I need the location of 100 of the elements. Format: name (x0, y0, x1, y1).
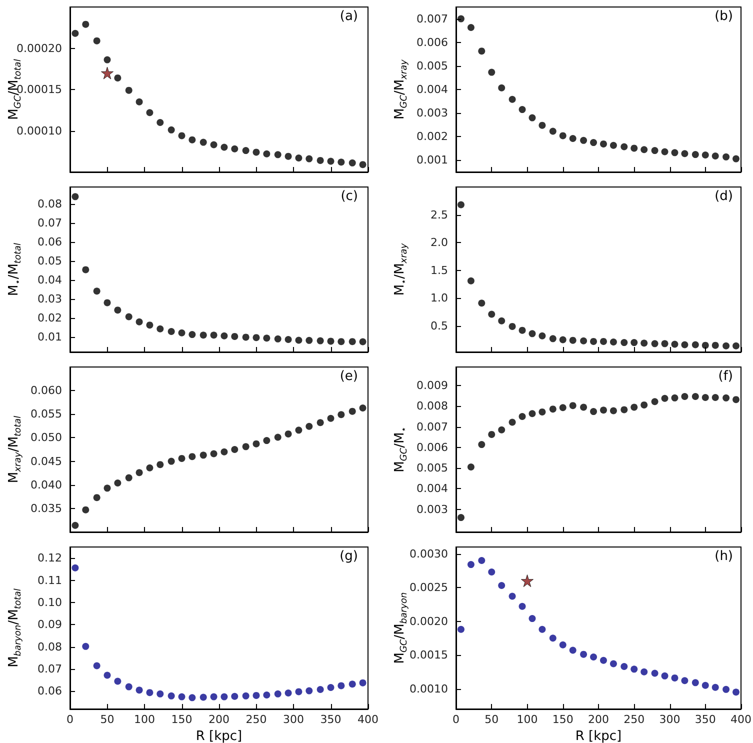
point (359, 338, 366, 346)
point (569, 646, 576, 654)
point (327, 684, 334, 691)
point (692, 151, 699, 158)
y-tick-label: 0.01 (38, 330, 62, 344)
y-tick-label: 0.002 (416, 130, 448, 144)
point (114, 306, 122, 314)
point (188, 331, 196, 338)
point (478, 441, 486, 448)
x-tick-label: 100 (516, 713, 538, 726)
point (348, 680, 356, 688)
point (467, 24, 474, 32)
point (630, 666, 638, 673)
point (316, 156, 324, 164)
point (712, 394, 719, 402)
point (327, 414, 334, 422)
point (457, 15, 464, 22)
x-tick-label: 0 (452, 713, 460, 726)
point (508, 322, 516, 330)
point (651, 670, 658, 677)
y-axis-title: Mbaryon/Mtotal (6, 588, 24, 668)
y-axis-title: M⋆/Mxray (392, 242, 410, 296)
x-tick-label: 250 (624, 713, 645, 726)
point (518, 602, 526, 610)
point (306, 422, 313, 430)
point (508, 96, 516, 103)
point (306, 687, 313, 694)
point (274, 335, 282, 342)
point (220, 332, 228, 340)
point (722, 394, 730, 402)
point (348, 338, 356, 346)
point (125, 683, 132, 690)
point (242, 443, 250, 450)
point (156, 325, 164, 332)
point (306, 155, 313, 162)
y-tick-label: 0.040 (30, 478, 62, 492)
point (178, 693, 186, 700)
y-tick-label: 0.11 (38, 574, 62, 587)
point (82, 266, 90, 274)
point (210, 450, 218, 458)
point (200, 452, 207, 459)
point (692, 679, 699, 686)
y-axis-title: MGC/Mbaryon (392, 592, 410, 664)
y-tick-label: 0.050 (30, 431, 62, 444)
point (348, 159, 356, 166)
point (590, 654, 598, 661)
point (200, 694, 207, 701)
point (600, 140, 607, 148)
point (661, 340, 668, 348)
y-tick-label: 0.060 (30, 384, 62, 398)
point (104, 672, 111, 679)
point (467, 561, 474, 568)
point (359, 161, 366, 168)
point (104, 299, 111, 306)
point (188, 136, 196, 144)
annotation: (e) (340, 369, 358, 384)
point (600, 406, 607, 414)
point (146, 109, 154, 116)
y-axis-title: MGC/M⋆ (392, 426, 410, 472)
point (210, 332, 218, 339)
point (620, 143, 628, 150)
point (146, 689, 154, 696)
point (732, 342, 740, 350)
point (671, 149, 678, 156)
x-tick-label: 50 (100, 713, 114, 726)
y-axis-title: M⋆/Mtotal (6, 242, 24, 296)
point (549, 634, 556, 642)
point (580, 650, 588, 658)
x-axis-title: R [kpc] (575, 728, 622, 743)
point (498, 317, 506, 324)
point (136, 98, 143, 106)
point (600, 656, 607, 664)
point (467, 464, 474, 471)
y-tick-label: 0.00020 (16, 42, 62, 55)
point (101, 66, 114, 80)
point (630, 144, 638, 152)
point (156, 119, 164, 126)
point (488, 568, 496, 576)
point (72, 193, 79, 200)
point (220, 448, 228, 456)
point (681, 341, 688, 348)
point (295, 336, 302, 344)
point (610, 338, 617, 346)
point (620, 406, 628, 414)
point (231, 446, 238, 453)
point (580, 136, 588, 144)
y-tick-label: 0.0020 (410, 614, 448, 628)
y-tick-label: 0.003 (416, 106, 448, 120)
point (549, 335, 556, 342)
point (671, 674, 678, 682)
point (722, 342, 730, 350)
x-tick-label: 400 (730, 713, 752, 726)
point (284, 336, 292, 343)
x-tick-label: 150 (171, 713, 192, 726)
x-tick-label: 300 (283, 713, 304, 726)
point (569, 402, 576, 410)
point (590, 338, 598, 345)
point (93, 288, 100, 295)
point (478, 48, 486, 55)
x-tick-label: 0 (66, 713, 74, 726)
